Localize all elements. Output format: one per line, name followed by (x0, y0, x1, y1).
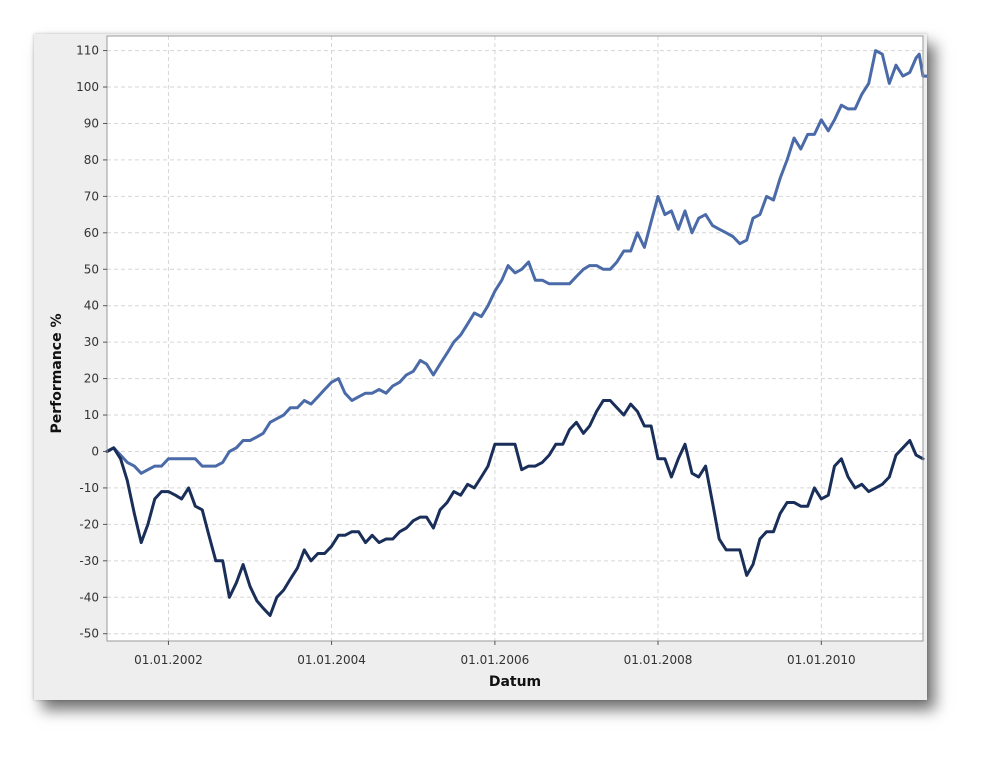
chart-frame: 110 100 90 80 70 60 50 40 30 20 10 0 -10 -20 -30 -40 -50… (34, 34, 927, 700)
y-tick-label: 0 (91, 444, 99, 458)
x-tick-label: 01.01.2002 (134, 653, 203, 667)
y-tick-label: 60 (84, 226, 99, 240)
y-tick-label: 110 (76, 44, 99, 58)
x-tick-label: 01.01.2004 (297, 653, 366, 667)
x-tick-label: 01.01.2006 (461, 653, 530, 667)
axes (106, 35, 924, 642)
y-tick-label: 100 (76, 80, 99, 94)
y-axis-title: Performance % (49, 314, 65, 434)
series-line-2 (105, 399, 925, 617)
y-tick-label: 80 (84, 153, 99, 167)
y-tick-label: -30 (79, 554, 99, 568)
plot-area (107, 36, 923, 641)
x-tick-label: 01.01.2008 (624, 653, 693, 667)
line-chart: 1101009080706050403020100-10-20-30-40-50… (49, 35, 927, 690)
y-tick-label: 30 (84, 335, 99, 349)
plot-border (106, 35, 924, 642)
x-tick-labels: 01.01.2002 01.01.2004 01.01.2006 01.01.2008… (134, 641, 856, 667)
y-tick-label: -20 (79, 517, 99, 531)
y-tick-label: -10 (79, 481, 99, 495)
y-tick-label: 10 (84, 408, 99, 422)
y-tick-label: -40 (79, 590, 99, 604)
x-axis-title: Datum (489, 674, 541, 690)
y-tick-label: 40 (84, 299, 99, 313)
grid (107, 36, 923, 641)
y-tick-label: 50 (84, 262, 99, 276)
series-line-1 (105, 49, 927, 475)
y-tick-label: 70 (84, 189, 99, 203)
y-tick-label: 20 (84, 372, 99, 386)
x-tick-label: 01.01.2010 (787, 653, 856, 667)
y-tick-label: 90 (84, 116, 99, 130)
series-layer (105, 49, 927, 617)
y-tick-label: -50 (79, 627, 99, 641)
